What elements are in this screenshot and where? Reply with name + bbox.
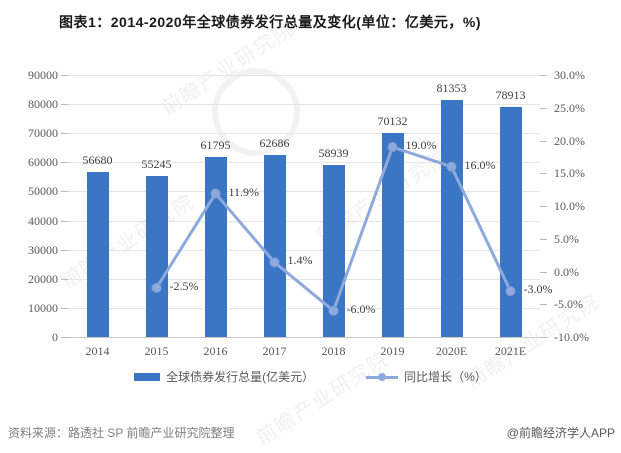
source-note: 资料来源：路透社 SP 前瞻产业研究院整理 bbox=[8, 426, 235, 440]
right-axis-tick-label: 15.0% bbox=[554, 166, 585, 181]
chart-title-wrap: 图表1：2014-2020年全球债券发行总量及变化(单位：亿美元，%) bbox=[0, 12, 540, 32]
left-tick-mark bbox=[61, 104, 68, 106]
line-point-label: -6.0% bbox=[346, 301, 376, 316]
left-tick-mark bbox=[61, 307, 68, 309]
bar-value-label: 81353 bbox=[436, 81, 467, 96]
line-point-label: -3.0% bbox=[523, 282, 553, 297]
right-tick-mark bbox=[540, 107, 547, 109]
right-axis-tick-label: 10.0% bbox=[554, 199, 585, 213]
bar-value-label: 78913 bbox=[495, 88, 526, 103]
right-tick-mark bbox=[540, 75, 547, 76]
left-tick-mark bbox=[61, 337, 68, 338]
bar-value-label: 56680 bbox=[82, 152, 113, 167]
right-axis-tick-label: 30.0% bbox=[554, 68, 585, 82]
right-axis-tick-label: 25.0% bbox=[554, 100, 585, 115]
right-axis-tick-label: -5.0% bbox=[554, 297, 583, 312]
bar bbox=[145, 176, 168, 337]
bar bbox=[440, 100, 463, 337]
right-tick-mark bbox=[540, 206, 547, 207]
x-axis-tick-label: 2021E bbox=[494, 344, 527, 358]
right-axis-tick-label: 5.0% bbox=[554, 231, 579, 246]
bar-value-label: 70132 bbox=[377, 113, 408, 128]
watermark-text: 前瞻产业研究院 bbox=[252, 347, 394, 450]
bar bbox=[263, 154, 286, 337]
x-axis-line bbox=[68, 337, 540, 338]
x-axis-tick-label: 2019 bbox=[380, 344, 405, 358]
chart-title: 图表1：2014-2020年全球债券发行总量及变化(单位：亿美元，%) bbox=[58, 14, 481, 30]
x-axis-tick-label: 2020E bbox=[435, 344, 468, 358]
bar bbox=[499, 107, 522, 337]
left-axis-tick-label: 70000 bbox=[28, 126, 58, 141]
bar bbox=[204, 157, 227, 337]
right-axis-tick-label: 0.0% bbox=[554, 264, 579, 279]
x-axis-tick-label: 2018 bbox=[321, 344, 346, 358]
right-tick-mark bbox=[540, 271, 547, 273]
line-series-label: 同比增长（%） bbox=[404, 370, 487, 384]
left-axis-tick-label: 40000 bbox=[28, 213, 58, 228]
bar bbox=[381, 132, 404, 337]
right-axis-tick-label: 20.0% bbox=[554, 133, 585, 148]
bar bbox=[322, 165, 345, 337]
left-tick-mark bbox=[61, 278, 68, 280]
line-point-label: -2.5% bbox=[169, 278, 199, 293]
right-tick-mark bbox=[540, 304, 547, 306]
right-axis-tick-label: -10.0% bbox=[554, 330, 589, 344]
bar-value-label: 58939 bbox=[318, 146, 349, 161]
x-axis-tick-label: 2016 bbox=[203, 344, 228, 358]
x-axis-tick-label: 2017 bbox=[262, 344, 287, 358]
gridline bbox=[68, 278, 540, 280]
x-axis-tick-label: 2014 bbox=[85, 344, 110, 358]
bar bbox=[86, 171, 109, 337]
gridline bbox=[68, 191, 540, 193]
left-tick-mark bbox=[61, 191, 68, 193]
left-tick-mark bbox=[61, 249, 68, 251]
right-tick-mark bbox=[540, 238, 547, 240]
legend-item-bars: 全球债券发行总量(亿美元） bbox=[134, 368, 314, 385]
gridline bbox=[68, 75, 540, 76]
gridline bbox=[68, 307, 540, 309]
left-axis-tick-label: 80000 bbox=[28, 97, 58, 112]
bar-series-label: 全球债券发行总量(亿美元） bbox=[166, 370, 315, 384]
right-tick-mark bbox=[540, 173, 547, 175]
left-axis-tick-label: 30000 bbox=[28, 242, 58, 257]
brand-note: @前瞻经济学人APP bbox=[506, 426, 615, 440]
left-axis-tick-label: 90000 bbox=[28, 68, 58, 82]
line-point-label: 19.0% bbox=[405, 138, 437, 153]
gridline bbox=[68, 220, 540, 222]
line-point-label: 11.9% bbox=[228, 184, 260, 199]
left-tick-mark bbox=[61, 133, 68, 135]
left-axis-tick-label: 10000 bbox=[28, 300, 58, 315]
left-axis-tick-label: 20000 bbox=[28, 271, 58, 286]
legend-item-line: 同比增长（%） bbox=[366, 368, 487, 385]
right-tick-mark bbox=[540, 337, 547, 338]
left-tick-mark bbox=[61, 75, 68, 76]
gridline bbox=[68, 104, 540, 106]
left-axis-tick-label: 0 bbox=[52, 330, 58, 344]
left-axis-tick-label: 60000 bbox=[28, 155, 58, 170]
watermark-text: 前瞻产业研究院 bbox=[57, 190, 199, 293]
right-tick-mark bbox=[540, 140, 547, 142]
line-point-label: 1.4% bbox=[287, 253, 313, 268]
left-tick-mark bbox=[61, 220, 68, 222]
line-swatch-marker-icon bbox=[378, 372, 387, 381]
left-axis-tick-label: 50000 bbox=[28, 184, 58, 199]
x-axis-tick-label: 2015 bbox=[144, 344, 169, 358]
line-series-swatch bbox=[366, 372, 399, 382]
bar-series-swatch bbox=[134, 372, 161, 381]
line-point-label: 16.0% bbox=[464, 157, 496, 172]
left-tick-mark bbox=[61, 162, 68, 164]
legend: 全球债券发行总量(亿美元） 同比增长（%） bbox=[0, 368, 621, 385]
gridline bbox=[68, 249, 540, 251]
bar-value-label: 55245 bbox=[141, 157, 172, 172]
gridline bbox=[68, 133, 540, 135]
